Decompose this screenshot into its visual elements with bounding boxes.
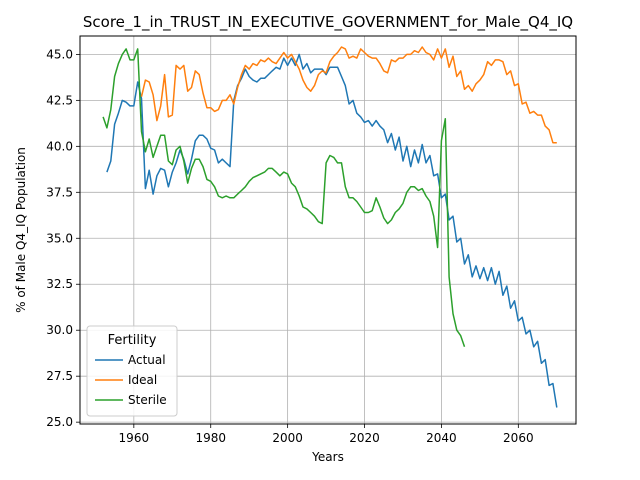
y-tick-label: 40.0	[46, 139, 73, 153]
legend-box	[86, 325, 178, 417]
y-axis-label: % of Male Q4_IQ Population	[14, 147, 28, 313]
y-axis-ticks: 25.0 27.5 30.0 32.5 35.0 37.5 40.0 42.5 45.0	[46, 47, 80, 429]
legend: Fertility Actual Ideal Sterile	[86, 325, 178, 417]
legend-title: Fertility	[108, 333, 157, 348]
y-tick-label: 37.5	[46, 185, 73, 199]
series-lines	[102, 46, 558, 408]
x-axis-label: Years	[311, 450, 344, 464]
y-tick-label: 30.0	[46, 323, 73, 337]
series-line-ideal	[140, 46, 557, 144]
y-tick-label: 27.5	[46, 369, 73, 383]
x-tick-label: 2060	[503, 431, 534, 445]
x-axis-ticks: 1960 1980 2000 2020 2040 2060	[119, 424, 534, 445]
legend-label-actual: Actual	[128, 353, 166, 367]
plot-frame	[79, 35, 577, 425]
legend-label-ideal: Ideal	[128, 373, 157, 387]
series-line-sterile	[102, 48, 466, 348]
x-tick-label: 1980	[195, 431, 226, 445]
legend-label-sterile: Sterile	[128, 393, 167, 407]
y-tick-label: 42.5	[46, 93, 73, 107]
x-tick-label: 2000	[272, 431, 303, 445]
chart-title: Score_1_in_TRUST_IN_EXECUTIVE_GOVERNMENT…	[83, 13, 573, 32]
y-tick-label: 35.0	[46, 231, 73, 245]
y-tick-label: 45.0	[46, 47, 73, 61]
x-tick-label: 2020	[349, 431, 380, 445]
x-tick-label: 2040	[426, 431, 457, 445]
y-tick-label: 32.5	[46, 277, 73, 291]
y-tick-label: 25.0	[46, 415, 73, 429]
x-tick-label: 1960	[119, 431, 150, 445]
